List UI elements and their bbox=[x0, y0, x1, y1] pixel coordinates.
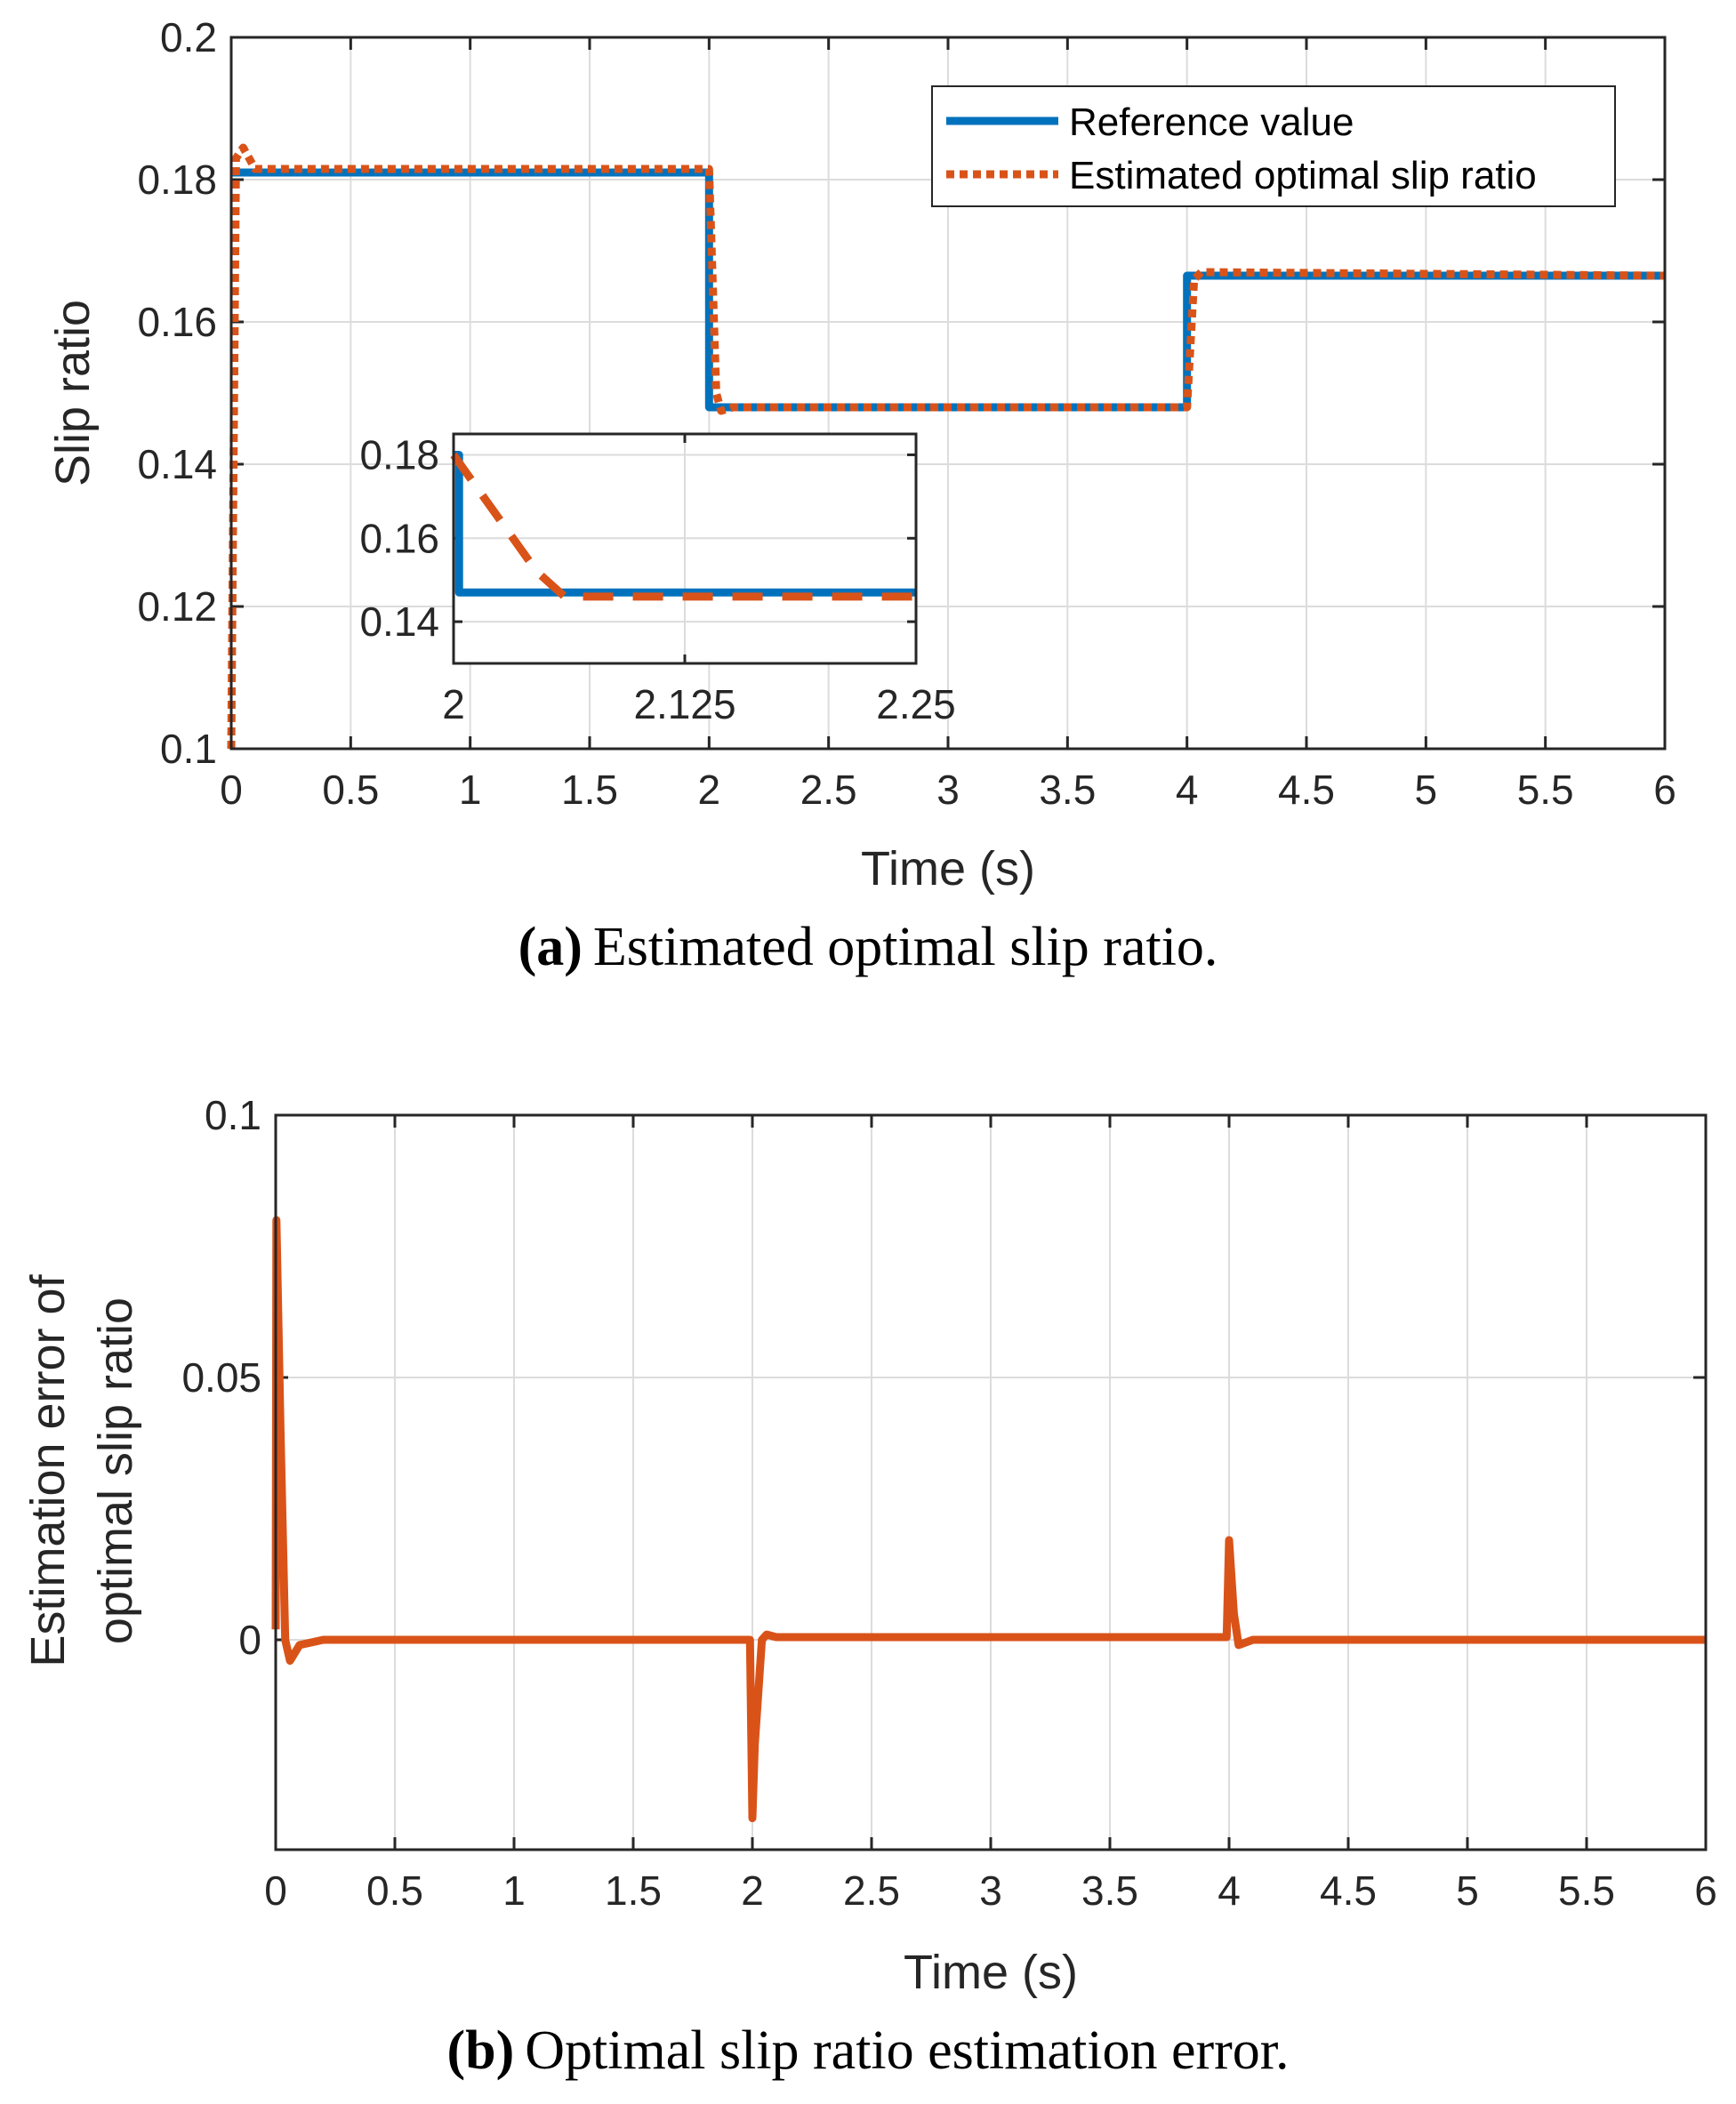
y-tick-label: 0.2 bbox=[160, 14, 217, 60]
x-tick-label: 1 bbox=[459, 767, 482, 813]
chart-b-y-tick-labels: 0 0.05 0.1 bbox=[181, 1092, 261, 1663]
series-line-estimated-optimal-slip-ratio bbox=[450, 452, 916, 601]
legend-label-reference: Reference value bbox=[1069, 100, 1354, 144]
chart-b: 0 0.5 1 1.5 2 2.5 3 3.5 4 4.5 5 5.5 6 0 0.05 0.1 Time … bbox=[21, 1092, 1717, 2081]
legend-label-estimate: Estimated optimal slip ratio bbox=[1069, 154, 1537, 197]
x-tick-label: 3.5 bbox=[1081, 1867, 1138, 1914]
caption-a-text: Estimated optimal slip ratio. bbox=[593, 917, 1218, 977]
x-tick-label: 1 bbox=[502, 1867, 526, 1914]
chart-a: 0 0.5 1 1.5 2 2.5 3 3.5 4 4.5 5 5.5 6 0.10.120.140.1… bbox=[46, 14, 1676, 977]
x-tick-label: 2 bbox=[442, 681, 465, 727]
y-tick-label: 0.1 bbox=[205, 1092, 261, 1138]
chart-a-x-axis-label: Time (s) bbox=[861, 842, 1035, 895]
y-tick-label: 0.16 bbox=[137, 299, 217, 345]
x-tick-label: 0.5 bbox=[366, 1867, 423, 1914]
caption-b: (b) Optimal slip ratio estimation error. bbox=[446, 2020, 1289, 2081]
y-tick-label: 0.05 bbox=[181, 1354, 261, 1401]
chart-b-x-axis-label: Time (s) bbox=[904, 1946, 1078, 1999]
caption-b-label: (b) bbox=[446, 2020, 514, 2081]
chart-b-x-tick-labels: 0 0.5 1 1.5 2 2.5 3 3.5 4 4.5 5 5.5 6 bbox=[264, 1867, 1717, 1914]
x-tick-label: 2 bbox=[741, 1867, 764, 1914]
y-tick-label: 0.12 bbox=[137, 583, 217, 630]
x-tick-label: 3 bbox=[936, 767, 960, 813]
chart-b-grid bbox=[276, 1115, 1706, 1850]
x-tick-label: 1.5 bbox=[561, 767, 618, 813]
x-tick-label: 0.5 bbox=[322, 767, 379, 813]
inset-axis-box bbox=[452, 432, 918, 665]
chart-a-legend-box bbox=[931, 85, 1616, 207]
y-tick-label: 0 bbox=[238, 1617, 261, 1663]
chart-b-y-axis-label-line2: optimal slip ratio bbox=[89, 1297, 142, 1644]
x-tick-label: 4.5 bbox=[1278, 767, 1335, 813]
chart-a-series bbox=[227, 143, 1666, 750]
x-tick-label: 5.5 bbox=[1517, 767, 1574, 813]
x-tick-label: 3 bbox=[979, 1867, 1002, 1914]
y-tick-label: 0.18 bbox=[359, 431, 439, 478]
chart-b-y-axis-label-line1: Estimation error of bbox=[21, 1273, 75, 1666]
chart-a-y-axis-label: Slip ratio bbox=[46, 300, 100, 486]
caption-a: (a) Estimated optimal slip ratio. bbox=[518, 917, 1218, 977]
x-tick-label: 2.25 bbox=[876, 681, 956, 727]
x-tick-label: 6 bbox=[1653, 767, 1676, 813]
y-tick-label: 0.18 bbox=[137, 157, 217, 203]
x-tick-label: 2.5 bbox=[800, 767, 857, 813]
x-tick-label: 5.5 bbox=[1558, 1867, 1615, 1914]
chart-a-y-tick-labels: 0.1 0.12 0.14 0.16 0.18 0.2 bbox=[137, 14, 217, 772]
inset-series bbox=[450, 451, 916, 601]
chart-a-legend: Reference value Estimated optimal slip r… bbox=[931, 85, 1616, 207]
x-tick-label: 4 bbox=[1218, 1867, 1241, 1914]
chart-a-x-tick-labels: 0 0.5 1 1.5 2 2.5 3 3.5 4 4.5 5 5.5 6 bbox=[220, 767, 1676, 813]
x-tick-label: 5 bbox=[1456, 1867, 1479, 1914]
x-tick-label: 5 bbox=[1415, 767, 1438, 813]
x-tick-label: 4 bbox=[1176, 767, 1199, 813]
x-tick-label: 1.5 bbox=[605, 1867, 662, 1914]
x-tick-label: 0 bbox=[220, 767, 243, 813]
inset-x-tick-labels: 2 2.125 2.25 bbox=[442, 681, 956, 727]
chart-a-inset: 2 2.125 2.25 0.14 0.16 0.18 bbox=[359, 431, 955, 727]
chart-b-series bbox=[271, 1216, 1706, 1823]
y-tick-label: 0.1 bbox=[160, 726, 217, 772]
x-tick-label: 0 bbox=[264, 1867, 287, 1914]
x-tick-label: 4.5 bbox=[1320, 1867, 1377, 1914]
y-tick-label: 0.14 bbox=[137, 441, 217, 487]
x-tick-label: 2.125 bbox=[633, 681, 735, 727]
caption-a-label: (a) bbox=[518, 917, 583, 977]
y-tick-label: 0.16 bbox=[359, 515, 439, 561]
chart-a-axis-box bbox=[229, 36, 1667, 751]
inset-y-tick-labels: 0.14 0.16 0.18 bbox=[359, 431, 439, 645]
caption-b-text: Optimal slip ratio estimation error. bbox=[525, 2020, 1289, 2081]
x-tick-label: 2.5 bbox=[843, 1867, 900, 1914]
x-tick-label: 2 bbox=[698, 767, 721, 813]
x-tick-label: 6 bbox=[1694, 1867, 1717, 1914]
chart-b-axis-box bbox=[274, 1113, 1708, 1851]
series-line-estimation-error bbox=[271, 1216, 1706, 1823]
series-line-estimated-optimal-slip-ratio bbox=[227, 143, 1666, 750]
x-tick-label: 3.5 bbox=[1039, 767, 1096, 813]
y-tick-label: 0.14 bbox=[359, 598, 439, 645]
